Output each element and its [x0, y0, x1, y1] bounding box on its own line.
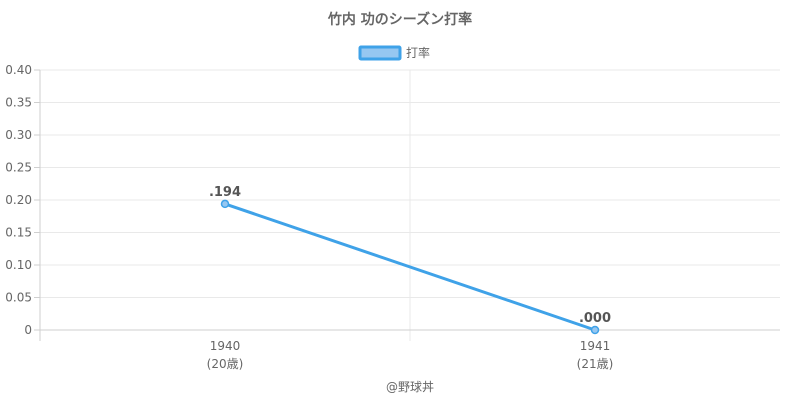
- legend-label: 打率: [406, 45, 430, 60]
- y-tick-label: 0.15: [5, 226, 32, 240]
- y-tick-label: 0.40: [5, 63, 32, 77]
- y-tick-label: 0.35: [5, 96, 32, 110]
- y-tick-label: 0: [24, 323, 32, 337]
- grid-layer: [40, 69, 780, 341]
- series-data-label: .194: [209, 185, 241, 200]
- series-layer: [220, 199, 600, 335]
- legend: 打率: [358, 45, 430, 61]
- y-tick-label: 0.10: [5, 258, 32, 272]
- x-category-label: 1941: [580, 339, 611, 353]
- x-category-sublabel: (21歳): [577, 357, 614, 371]
- series-point: [220, 199, 230, 209]
- axis-layer: 0 0.05 0.10 0.15 0.20 0.25 0.30 0.35 0.40 1940 (20…: [5, 63, 780, 371]
- x-category-sublabel: (20歳): [207, 357, 244, 371]
- y-tick-label: 0.25: [5, 161, 32, 175]
- series-data-label: .000: [579, 311, 611, 326]
- y-tick-label: 0.05: [5, 291, 32, 305]
- legend-swatch: [358, 45, 402, 61]
- series-line: [223, 202, 597, 332]
- series-point: [590, 325, 600, 335]
- y-tick-label: 0.20: [5, 193, 32, 207]
- y-tick-label: 0.30: [5, 128, 32, 142]
- chart-title: 竹内 功のシーズン打率: [327, 11, 472, 28]
- x-category-label: 1940: [210, 339, 241, 353]
- label-layer: .194 .000: [209, 185, 611, 326]
- chart-credit: @野球丼: [386, 380, 434, 394]
